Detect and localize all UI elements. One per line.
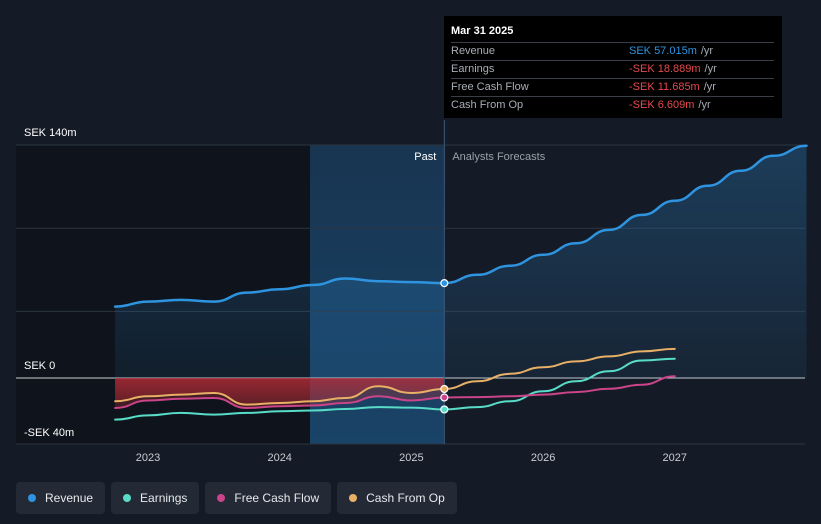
- legend-label: Cash From Op: [366, 491, 445, 505]
- earnings-line: [114, 357, 676, 421]
- y-axis-label-bottom: -SEK 40m: [24, 427, 74, 439]
- revenue-area: [115, 145, 807, 378]
- free-cash-flow-highlight-point: [440, 393, 449, 402]
- tooltip-value: -SEK 18.889m: [629, 63, 701, 75]
- tooltip-unit: /yr: [700, 45, 714, 57]
- tooltip-row-earnings: Earnings -SEK 18.889m /yr: [451, 60, 774, 78]
- revenue-line: [113, 144, 808, 308]
- earnings-highlight-point: [440, 405, 449, 414]
- free-cash-flow-dot-icon: [217, 494, 226, 502]
- past-label: Past: [414, 151, 436, 163]
- tooltip-row-free-cash-flow: Free Cash Flow -SEK 11.685m /yr: [451, 78, 774, 96]
- tooltip-label: Free Cash Flow: [451, 81, 529, 93]
- cash-from-op-negative-area: [115, 378, 445, 405]
- legend-item-cash-from-op[interactable]: Cash From Op: [337, 482, 457, 514]
- legend: Revenue Earnings Free Cash Flow Cash Fro…: [16, 482, 457, 514]
- x-tick-label-2025: 2025: [399, 452, 423, 464]
- legend-label: Free Cash Flow: [234, 491, 320, 505]
- tooltip-date: Mar 31 2025: [451, 25, 514, 37]
- tooltip-row-cash-from-op: Cash From Op -SEK 6.609m /yr: [451, 96, 774, 114]
- tooltip: Mar 31 2025 Revenue SEK 57.015m /yr Earn…: [444, 16, 782, 118]
- y-axis-label-zero: SEK 0: [24, 360, 55, 372]
- tooltip-label: Cash From Op: [451, 99, 524, 111]
- x-tick-label-2024: 2024: [267, 452, 291, 464]
- tooltip-unit: /yr: [703, 81, 716, 93]
- tooltip-value: -SEK 11.685m: [629, 81, 700, 93]
- tooltip-unit: /yr: [704, 63, 717, 75]
- legend-label: Revenue: [45, 491, 94, 505]
- tooltip-value: -SEK 6.609m: [629, 99, 695, 111]
- x-tick-label-2027: 2027: [663, 452, 687, 464]
- revenue-highlight-point: [440, 279, 449, 288]
- cash-from-op-highlight-point: [440, 384, 449, 394]
- revenue-dot-icon: [28, 494, 36, 502]
- forecast-label: Analysts Forecasts: [452, 151, 545, 163]
- tooltip-label: Earnings: [451, 63, 495, 75]
- y-axis-label-top: SEK 140m: [24, 127, 77, 139]
- free-cash-flow-line: [114, 375, 676, 410]
- tooltip-row-revenue: Revenue SEK 57.015m /yr: [451, 42, 774, 60]
- legend-item-earnings[interactable]: Earnings: [111, 482, 200, 514]
- legend-item-free-cash-flow[interactable]: Free Cash Flow: [205, 482, 332, 514]
- tooltip-value: SEK 57.015m: [629, 45, 697, 57]
- legend-label: Earnings: [140, 491, 188, 505]
- earnings-dot-icon: [123, 494, 132, 502]
- x-tick-label-2026: 2026: [531, 452, 555, 464]
- free-cash-flow-negative-area: [115, 378, 445, 408]
- cash-from-op-line: [114, 347, 676, 406]
- tooltip-unit: /yr: [698, 99, 711, 111]
- tooltip-label: Revenue: [451, 45, 496, 57]
- legend-item-revenue[interactable]: Revenue: [16, 482, 106, 514]
- cash-from-op-dot-icon: [349, 494, 358, 502]
- x-tick-label-2023: 2023: [136, 452, 160, 464]
